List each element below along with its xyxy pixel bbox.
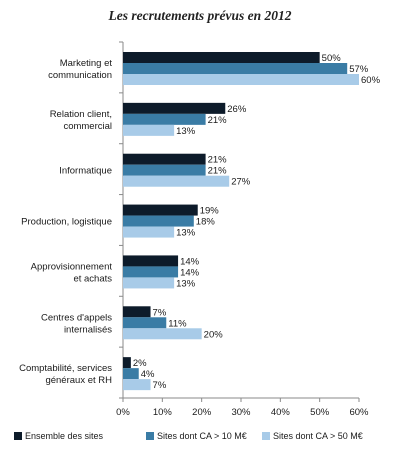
bar bbox=[123, 328, 202, 340]
legend-label: Ensemble des sites bbox=[25, 431, 104, 441]
x-tick-label: 20% bbox=[192, 407, 212, 418]
bar bbox=[123, 255, 179, 267]
bar bbox=[123, 52, 320, 63]
data-label: 13% bbox=[176, 126, 196, 137]
data-label: 57% bbox=[349, 64, 369, 75]
category-label: Production, logistique bbox=[21, 217, 112, 228]
data-label: 2% bbox=[133, 358, 147, 369]
x-tick-label: 0% bbox=[116, 407, 130, 418]
bar bbox=[123, 153, 206, 165]
data-label: 11% bbox=[168, 318, 187, 329]
x-tick-label: 30% bbox=[231, 407, 251, 418]
category-label: Approvisionnement et achats bbox=[31, 261, 113, 284]
legend: Ensemble des sites Sites dont CA > 10 M€ S… bbox=[14, 431, 363, 441]
data-label: 20% bbox=[204, 329, 224, 340]
bar bbox=[123, 204, 198, 216]
x-tick-label: 60% bbox=[349, 407, 369, 418]
plot-area: 0% 10% 20% 30% 40% 50% 60% Marketing et communic… bbox=[19, 41, 381, 418]
bar bbox=[123, 277, 175, 289]
data-label: 50% bbox=[322, 53, 342, 64]
data-label: 7% bbox=[153, 307, 167, 318]
bar bbox=[123, 113, 206, 125]
legend-label: Sites dont CA > 10 M€ bbox=[157, 431, 247, 441]
data-label: 13% bbox=[176, 278, 196, 289]
category-label: Relation client, commercial bbox=[50, 109, 112, 132]
data-label: 4% bbox=[141, 369, 155, 380]
data-label: 13% bbox=[176, 228, 196, 239]
bar bbox=[123, 215, 194, 227]
legend-label: Sites dont CA > 50 M€ bbox=[273, 431, 363, 441]
bar bbox=[123, 226, 175, 238]
data-label: 27% bbox=[231, 177, 251, 188]
x-tick-label: 10% bbox=[153, 407, 173, 418]
data-label: 14% bbox=[180, 256, 200, 267]
legend-swatch bbox=[262, 432, 270, 440]
category-label: Marketing et communication bbox=[48, 58, 112, 81]
bar bbox=[123, 124, 175, 136]
bar bbox=[123, 102, 226, 114]
bar bbox=[123, 379, 151, 391]
bar bbox=[123, 164, 206, 176]
category-label: Comptabilité, services généraux et RH bbox=[19, 363, 112, 386]
data-label: 60% bbox=[361, 75, 381, 86]
bar bbox=[123, 74, 359, 85]
bar bbox=[123, 357, 131, 369]
category-label: Centres d'appels internalisés bbox=[41, 312, 112, 335]
bar bbox=[123, 317, 167, 329]
data-label: 26% bbox=[227, 104, 247, 115]
data-label: 19% bbox=[200, 206, 220, 217]
data-label: 21% bbox=[208, 115, 228, 126]
data-label: 18% bbox=[196, 217, 216, 228]
bar bbox=[123, 306, 151, 318]
x-tick-label: 40% bbox=[271, 407, 291, 418]
bar bbox=[123, 175, 230, 187]
bar bbox=[123, 266, 179, 278]
data-label: 21% bbox=[208, 155, 228, 166]
data-label: 21% bbox=[208, 166, 228, 177]
legend-swatch bbox=[146, 432, 154, 440]
bar bbox=[123, 368, 139, 380]
data-label: 14% bbox=[180, 267, 200, 278]
legend-swatch bbox=[14, 432, 22, 440]
data-label: 7% bbox=[153, 380, 167, 391]
x-tick-label: 50% bbox=[310, 407, 330, 418]
chart-title: Les recrutements prévus en 2012 bbox=[108, 8, 292, 23]
bar bbox=[123, 63, 348, 74]
category-label: Informatique bbox=[59, 166, 112, 177]
